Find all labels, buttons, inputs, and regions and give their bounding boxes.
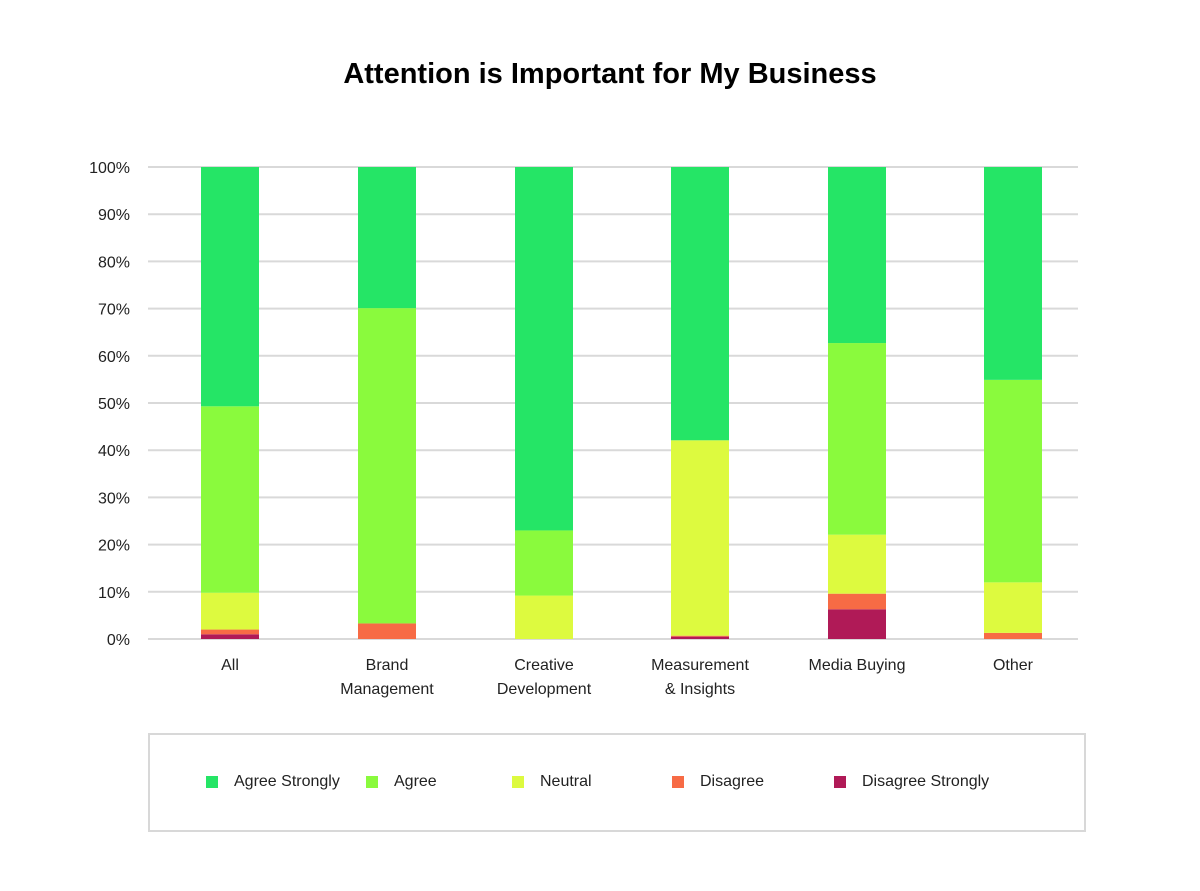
x-tick-label: Other [993,657,1034,674]
chart-title: Attention is Important for My Business [343,58,877,90]
bar-segment-agree [984,379,1042,583]
legend-swatch [834,776,846,788]
x-tick-label: Creative [514,657,574,674]
x-tick-label: & Insights [665,681,735,698]
bar-segment-agree-strongly [358,167,416,309]
chart-legend: Agree Strongly Agree Neutral Disagree Disagr… [148,733,1086,832]
legend-label: Disagree [700,773,765,790]
x-tick-label: Media Buying [809,657,906,674]
y-tick-label: 20% [98,538,130,555]
y-tick-label: 10% [98,585,130,602]
legend-item: Agree [366,772,437,792]
bar-segment-agree [515,530,573,596]
legend-swatch [672,776,684,788]
legend-label: Neutral [540,773,592,790]
bar-segment-neutral [828,534,886,594]
legend-label: Agree [394,773,437,790]
bar-segment-agree-strongly [671,167,729,441]
x-tick-label: Management [340,681,434,698]
legend-item: Agree Strongly [206,772,340,792]
bar-segment-agree-strongly [828,167,886,344]
legend-swatch [206,776,218,788]
bar-segment-disagree [671,635,729,637]
y-tick-label: 80% [98,254,130,271]
bar-segment-disagree-strongly [828,609,886,639]
bar-segment-agree-strongly [984,167,1042,380]
x-tick-label: Brand [366,657,409,674]
y-tick-label: 40% [98,443,130,460]
bar-segment-agree [828,343,886,535]
legend-label: Disagree Strongly [862,773,990,790]
bar-segment-disagree-strongly [671,636,729,639]
chart-plot-area: 0% 10% 20% 30% 40% 50% 60% 70% 80% 90% 100% All Bran… [89,160,1078,698]
legend-swatch [512,776,524,788]
x-tick-label: Development [497,681,592,698]
bar-segment-neutral [515,595,573,639]
bar-segment-neutral [984,582,1042,633]
y-tick-label: 100% [89,160,130,177]
y-tick-label: 0% [107,632,130,649]
bar-segment-agree-strongly [201,167,259,407]
y-tick-label: 90% [98,207,130,224]
bar-segment-neutral [671,440,729,636]
bar-segment-disagree [201,629,259,635]
bar-segment-disagree [828,593,886,610]
x-tick-label: All [221,657,239,674]
bar-segment-disagree [984,632,1042,639]
legend-swatch [366,776,378,788]
y-tick-label: 50% [98,396,130,413]
y-tick-label: 60% [98,349,130,366]
y-tick-label: 30% [98,490,130,507]
bar-segment-agree [201,406,259,593]
y-tick-label: 70% [98,302,130,319]
legend-item: Disagree [672,772,764,792]
legend-label: Agree Strongly [234,773,340,790]
bar-segment-agree-strongly [515,167,573,531]
bar-segment-neutral [201,592,259,630]
legend-item: Neutral [512,772,592,792]
bar-segment-disagree [358,623,416,639]
bar-segment-agree [358,308,416,624]
bar-segment-disagree-strongly [201,634,259,639]
x-tick-label: Measurement [651,657,749,674]
legend-item: Disagree Strongly [834,772,989,792]
